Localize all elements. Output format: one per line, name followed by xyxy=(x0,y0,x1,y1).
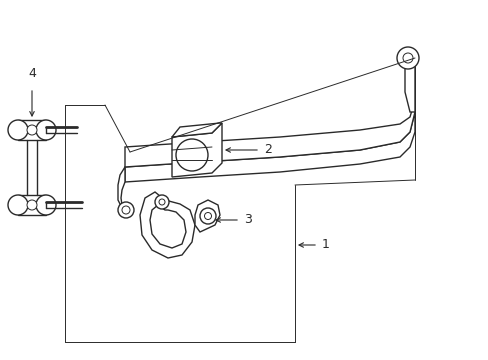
Circle shape xyxy=(118,202,134,218)
Polygon shape xyxy=(172,123,222,137)
Circle shape xyxy=(155,195,169,209)
Text: 1: 1 xyxy=(321,238,329,252)
Circle shape xyxy=(8,120,28,140)
Circle shape xyxy=(176,139,207,171)
Circle shape xyxy=(159,199,164,205)
Text: 4: 4 xyxy=(28,67,36,80)
Circle shape xyxy=(27,125,37,135)
Circle shape xyxy=(402,53,412,63)
Circle shape xyxy=(204,212,211,220)
Circle shape xyxy=(396,47,418,69)
Polygon shape xyxy=(195,200,220,232)
Polygon shape xyxy=(125,70,414,182)
Circle shape xyxy=(122,206,130,214)
Polygon shape xyxy=(18,120,46,140)
Polygon shape xyxy=(404,48,414,112)
Circle shape xyxy=(27,200,37,210)
Polygon shape xyxy=(125,58,414,167)
Circle shape xyxy=(36,195,56,215)
Circle shape xyxy=(36,120,56,140)
Polygon shape xyxy=(172,123,222,177)
Circle shape xyxy=(8,195,28,215)
Text: 3: 3 xyxy=(244,213,251,226)
Polygon shape xyxy=(18,195,46,215)
Polygon shape xyxy=(150,205,185,248)
Text: 2: 2 xyxy=(264,144,271,157)
Polygon shape xyxy=(140,192,195,258)
Circle shape xyxy=(200,208,216,224)
Polygon shape xyxy=(118,167,130,212)
